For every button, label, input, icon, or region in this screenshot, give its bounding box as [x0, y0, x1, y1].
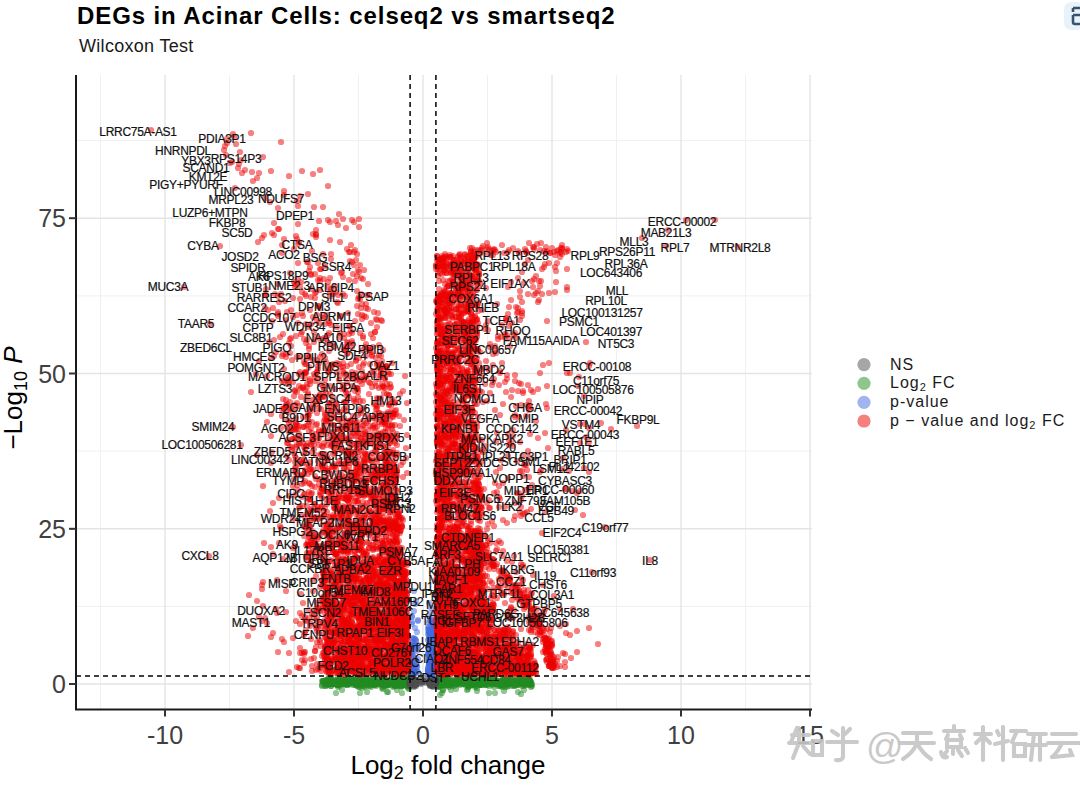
svg-text:ERCC-00112: ERCC-00112: [471, 661, 539, 675]
svg-text:FLJ42102: FLJ42102: [549, 460, 601, 474]
svg-text:IL8: IL8: [642, 554, 658, 568]
svg-text:LOC643406: LOC643406: [580, 266, 643, 280]
svg-text:PSMA7: PSMA7: [378, 545, 418, 559]
svg-text:BLOC1S6: BLOC1S6: [444, 509, 497, 523]
svg-text:LOC100506281: LOC100506281: [161, 438, 243, 452]
svg-text:LRRC75A-AS1: LRRC75A-AS1: [99, 125, 177, 139]
svg-text:SFTD8: SFTD8: [455, 610, 492, 624]
svg-text:ZBED6CL: ZBED6CL: [180, 341, 233, 355]
svg-text:RPL7: RPL7: [661, 241, 690, 255]
svg-text:SDF4: SDF4: [337, 349, 367, 363]
svg-text:DPEP1: DPEP1: [276, 209, 314, 223]
svg-text:HM13: HM13: [371, 394, 402, 408]
svg-text:ACSL5: ACSL5: [339, 666, 376, 680]
svg-text:TAAR5: TAAR5: [178, 317, 215, 331]
svg-text:EIF3I: EIF3I: [376, 626, 403, 640]
svg-text:@: @: [866, 726, 904, 767]
svg-text:ERCC-00108: ERCC-00108: [563, 360, 632, 374]
svg-text:CALR: CALR: [357, 369, 388, 383]
svg-text:RPL18A: RPL18A: [493, 260, 536, 274]
svg-text:RPL9: RPL9: [571, 249, 600, 263]
svg-text:0: 0: [52, 670, 66, 698]
svg-text:EZR: EZR: [378, 564, 402, 578]
svg-text:TLK2: TLK2: [494, 500, 522, 514]
svg-text:Log2 fold change: Log2 fold change: [350, 750, 545, 783]
svg-text:NS: NS: [890, 356, 914, 373]
svg-text:DEGs in Acinar Cells: celseq2: DEGs in Acinar Cells: celseq2 vs smartse…: [77, 2, 615, 29]
svg-text:-5: -5: [283, 721, 305, 749]
svg-text:MAN2C1: MAN2C1: [334, 503, 382, 517]
svg-text:MRPS11: MRPS11: [314, 539, 360, 553]
svg-text:CENPU: CENPU: [294, 628, 335, 642]
svg-text:NDUFS7: NDUFS7: [258, 192, 305, 206]
svg-text:MAST1: MAST1: [232, 616, 271, 630]
svg-text:LBR: LBR: [431, 661, 454, 675]
svg-text:C11orf93: C11orf93: [570, 566, 617, 580]
svg-text:APRT: APRT: [361, 411, 393, 425]
svg-text:CHST10: CHST10: [323, 644, 368, 658]
svg-text:25: 25: [38, 515, 66, 543]
svg-text:SLC7A11: SLC7A11: [475, 550, 524, 564]
svg-text:MLL3: MLL3: [620, 235, 649, 249]
svg-text:CD276: CD276: [371, 646, 407, 660]
svg-text:C19orf77: C19orf77: [582, 521, 630, 535]
svg-text:5: 5: [545, 721, 559, 749]
svg-text:VGF: VGF: [537, 500, 561, 514]
svg-text:50: 50: [38, 360, 66, 388]
svg-text:75: 75: [38, 204, 66, 232]
svg-text:SSR4: SSR4: [321, 260, 352, 274]
svg-text:HSPG2: HSPG2: [272, 525, 312, 539]
svg-text:Wilcoxon Test: Wilcoxon Test: [79, 36, 194, 56]
svg-text:MTRNR2L8: MTRNR2L8: [710, 241, 772, 255]
svg-text:EIF1AX: EIF1AX: [490, 277, 530, 291]
svg-text:MUC3A: MUC3A: [148, 280, 189, 294]
svg-text:ACSF3: ACSF3: [278, 431, 316, 445]
svg-text:0: 0: [416, 721, 430, 749]
svg-text:−Log10 P: −Log10 P: [0, 346, 31, 450]
svg-text:NUDCD2: NUDCD2: [374, 669, 423, 683]
svg-text:NT5C3: NT5C3: [598, 337, 635, 351]
svg-text:FKBP9L: FKBP9L: [617, 413, 661, 427]
svg-text:LZTS3: LZTS3: [258, 382, 293, 396]
svg-text:LINC00342: LINC00342: [231, 453, 290, 467]
svg-text:SMIM24: SMIM24: [192, 420, 236, 434]
svg-text:ACO2: ACO2: [268, 248, 300, 262]
svg-text:ERCC-00042: ERCC-00042: [554, 404, 623, 418]
svg-text:GTF2H2B: GTF2H2B: [493, 611, 545, 625]
svg-text:RPN2: RPN2: [385, 502, 416, 516]
svg-text:TUG1: TUG1: [422, 614, 453, 628]
svg-text:CXCL8: CXCL8: [181, 549, 219, 563]
svg-text:RPAP1: RPAP1: [337, 626, 375, 640]
svg-text:-10: -10: [147, 721, 183, 749]
svg-text:RHEB: RHEB: [467, 301, 499, 315]
svg-text:EIF2C4: EIF2C4: [543, 526, 583, 540]
svg-text:p-value: p-value: [890, 393, 949, 410]
svg-text:TYMP: TYMP: [272, 474, 304, 488]
svg-text:SC5D: SC5D: [222, 226, 253, 240]
svg-text:PIGY+PYURF: PIGY+PYURF: [149, 178, 222, 192]
svg-text:PSAP: PSAP: [358, 290, 389, 304]
svg-text:CYBA: CYBA: [187, 239, 219, 253]
svg-text:10: 10: [667, 721, 695, 749]
svg-text:p − value and log2 FC: p − value and log2 FC: [890, 412, 1065, 431]
svg-text:MRPL23: MRPL23: [209, 193, 255, 207]
